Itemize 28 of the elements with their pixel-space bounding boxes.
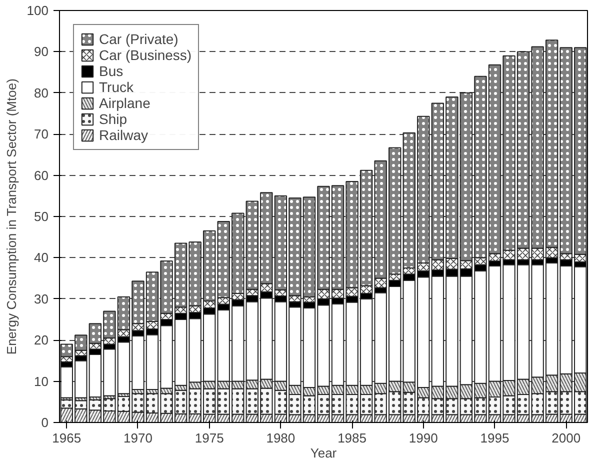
x-tick-label: 1995 [480,430,510,446]
x-tick-label: 1975 [194,430,224,446]
y-axis-title: Energy Consumption in Transport Sector (Mtoe) [4,78,19,355]
legend-label: Airplane [99,95,150,111]
x-tick-label: 2000 [552,430,581,446]
y-tick-label: 40 [34,250,49,266]
x-tick-label: 1980 [266,430,296,446]
y-tick-label: 60 [34,168,49,183]
x-tick-label: 1965 [52,430,82,446]
y-tick-label: 30 [34,291,49,306]
x-tick-label: 1985 [338,430,366,446]
legend-label: Bus [99,63,124,79]
y-tick-label: 80 [34,85,49,100]
y-tick-label: 50 [34,209,49,224]
legend-label: Ship [99,111,128,127]
x-tick-label: 1990 [408,430,438,446]
y-tick-label: 10 [34,374,49,389]
y-tick-label: 0 [41,415,49,430]
x-tick-label: 1970 [124,430,152,446]
legend-label: Railway [99,127,148,143]
y-tick-label: 90 [34,44,49,60]
legend-label: Car (Private) [99,31,178,47]
y-tick-label: 70 [34,126,49,142]
y-tick-label: 100 [26,3,49,18]
y-tick-label: 20 [34,332,49,348]
legend-label: Truck [99,79,134,95]
x-axis-title: Year [310,446,338,460]
legend-label: Car (Business) [99,47,192,63]
